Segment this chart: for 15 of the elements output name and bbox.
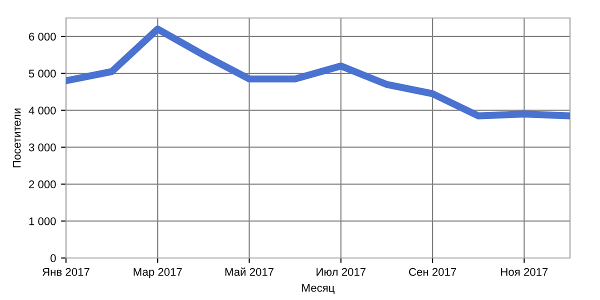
x-axis-title: Месяц <box>302 284 334 294</box>
x-tick-label: Янв 2017 <box>42 268 90 276</box>
y-tick-label: 5 000 <box>28 70 56 78</box>
y-tick-label: 2 000 <box>29 180 56 188</box>
x-tick-label: Мар 2017 <box>134 268 182 278</box>
y-tick-label: 1 000 <box>29 217 56 226</box>
x-tick-label: Сен 2017 <box>409 268 456 276</box>
x-tick-label: Ноя 2017 <box>501 268 548 276</box>
x-tick-label: Июл 2017 <box>316 268 366 276</box>
y-tick-label: 0 <box>50 254 56 262</box>
y-tick-label: 6 000 <box>29 32 56 41</box>
y-tick-label: 3 000 <box>28 144 56 152</box>
x-tick-label: Май 2017 <box>225 268 274 276</box>
y-axis-title: Посетители <box>12 108 21 168</box>
y-tick-label: 4 000 <box>28 106 56 114</box>
